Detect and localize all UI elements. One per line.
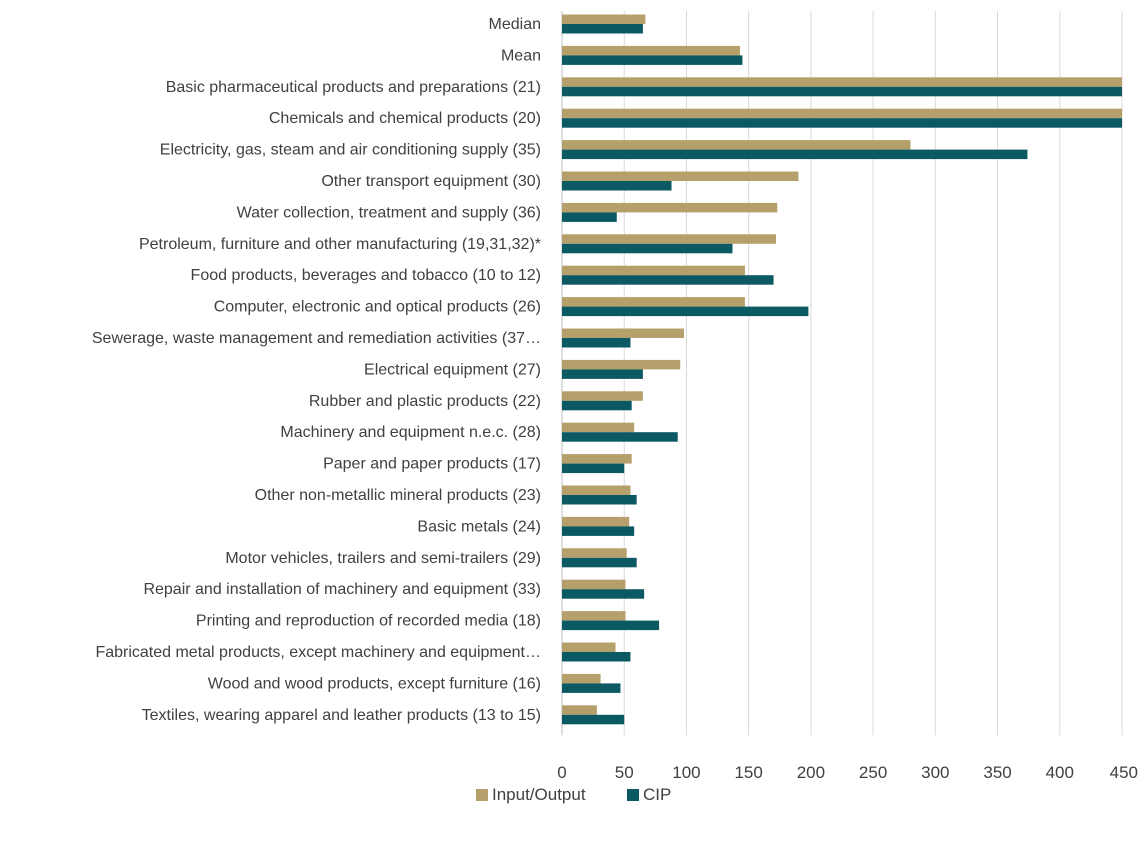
bar-input-output	[562, 140, 911, 150]
bar-input-output	[562, 485, 631, 495]
legend-swatch	[627, 789, 639, 801]
bar-input-output	[562, 359, 681, 370]
bar-cip	[562, 275, 774, 285]
category-label: Rubber and plastic products (22)	[309, 393, 541, 410]
bar-cip	[562, 432, 678, 442]
bar-input-output	[562, 548, 627, 558]
category-label: Petroleum, furniture and other manufactu…	[139, 236, 541, 253]
category-label: Computer, electronic and optical product…	[214, 299, 541, 316]
bar-cip	[562, 55, 743, 65]
bar-input-output	[562, 516, 630, 527]
bar-cip	[562, 243, 733, 254]
x-tick-label: 400	[1046, 763, 1074, 782]
x-tick-labels: 0 50 100 150 200 250 300 350 400 450	[557, 763, 1138, 782]
category-label: Motor vehicles, trailers and semi-traile…	[225, 550, 541, 567]
bar-cip	[562, 683, 621, 693]
bar-input-output	[562, 391, 643, 401]
category-labels: Median Mean Basic pharmaceutical products …	[92, 16, 541, 724]
category-label: Paper and paper products (17)	[323, 456, 541, 473]
bar-input-output	[562, 234, 777, 244]
category-label: Electrical equipment (27)	[364, 361, 541, 378]
x-tick-label: 450	[1110, 763, 1138, 782]
legend-label: Input/Output	[492, 785, 586, 804]
bar-input-output	[562, 171, 799, 181]
bars	[562, 14, 1122, 725]
bar-input-output	[562, 579, 626, 590]
x-tick-label: 300	[921, 763, 949, 782]
bar-cip	[562, 400, 632, 411]
bar-cip	[562, 338, 631, 348]
bar-cip	[562, 714, 625, 725]
legend: Input/Output CIP	[476, 785, 671, 804]
category-label: Fabricated metal products, except machin…	[95, 644, 541, 661]
bar-input-output	[562, 108, 1122, 119]
category-label: Sewerage, waste management and remediati…	[92, 330, 541, 347]
category-label: Water collection, treatment and supply (…	[237, 204, 541, 221]
x-tick-label: 250	[859, 763, 887, 782]
category-label: Chemicals and chemical products (20)	[269, 110, 541, 127]
bar-cip	[562, 557, 637, 568]
bar-cip	[562, 526, 635, 536]
bar-input-output	[562, 14, 646, 24]
bar-input-output	[562, 77, 1122, 87]
category-label: Median	[489, 16, 541, 33]
bar-cip	[562, 620, 660, 631]
category-label: Printing and reproduction of recorded me…	[196, 613, 541, 630]
bar-cip	[562, 181, 672, 191]
category-label: Food products, beverages and tobacco (10…	[191, 267, 541, 284]
bar-input-output	[562, 297, 745, 307]
category-label: Electricity, gas, steam and air conditio…	[160, 142, 541, 159]
category-label: Wood and wood products, except furniture…	[208, 675, 541, 692]
x-tick-label: 50	[615, 763, 634, 782]
category-label: Other transport equipment (30)	[321, 173, 541, 190]
category-label: Basic pharmaceutical products and prepar…	[166, 79, 541, 96]
bar-cip	[562, 306, 809, 317]
category-label: Mean	[501, 47, 541, 64]
bar-cip	[562, 589, 645, 599]
bar-input-output	[562, 328, 684, 338]
bar-input-output	[562, 265, 745, 276]
category-label: Repair and installation of machinery and…	[143, 581, 541, 598]
category-label: Other non-metallic mineral products (23)	[255, 487, 541, 504]
bar-cip	[562, 463, 625, 474]
x-tick-label: 0	[557, 763, 566, 782]
bar-cip	[562, 118, 1122, 128]
bar-input-output	[562, 611, 626, 621]
x-tick-label: 100	[672, 763, 700, 782]
bar-cip	[562, 369, 643, 379]
bar-input-output	[562, 705, 597, 715]
category-label: Textiles, wearing apparel and leather pr…	[142, 707, 541, 724]
bar-input-output	[562, 422, 635, 433]
bar-input-output	[562, 673, 601, 684]
bar-input-output	[562, 454, 632, 464]
legend-swatch	[476, 789, 488, 801]
bar-input-output	[562, 642, 616, 652]
bar-input-output	[562, 202, 778, 213]
bar-cip	[562, 212, 617, 222]
x-tick-label: 350	[983, 763, 1011, 782]
legend-label: CIP	[643, 785, 671, 804]
category-label: Basic metals (24)	[417, 518, 541, 535]
category-label: Machinery and equipment n.e.c. (28)	[280, 424, 541, 441]
bar-cip	[562, 495, 637, 505]
bar-cip	[562, 652, 631, 662]
bar-input-output	[562, 45, 740, 56]
x-tick-label: 150	[734, 763, 762, 782]
x-tick-label: 200	[797, 763, 825, 782]
bar-cip	[562, 86, 1122, 97]
bar-cip	[562, 24, 643, 34]
bar-cip	[562, 149, 1028, 160]
